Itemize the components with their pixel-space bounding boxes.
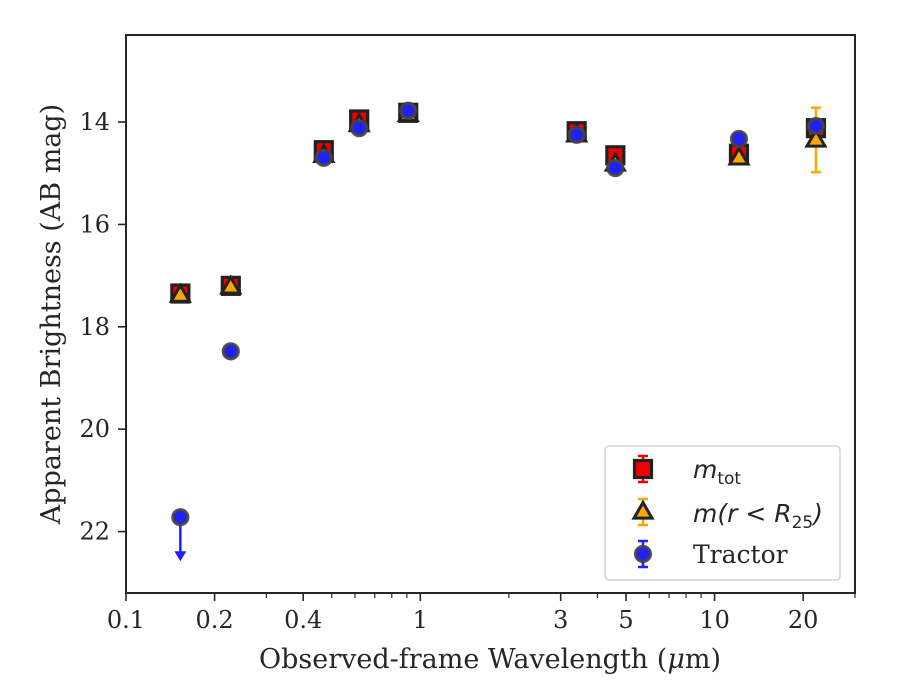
- legend-marker: [631, 499, 655, 520]
- upper-limit-arrowhead: [174, 551, 187, 562]
- data-point: [219, 274, 243, 295]
- y-tick-label: 18: [79, 313, 110, 341]
- legend-key-mr25: [631, 497, 655, 527]
- legend-key-mtot: [632, 454, 654, 484]
- series-tractor: [171, 101, 826, 562]
- data-marks: [168, 101, 828, 562]
- y-axis-label: Apparent Brightness (AB mag): [36, 104, 67, 525]
- y-tick-label: 22: [79, 518, 110, 546]
- x-tick-label: 0.4: [284, 606, 322, 634]
- y-tick-label: 16: [79, 210, 110, 238]
- data-point: [350, 119, 369, 138]
- data-point: [606, 159, 625, 178]
- legend-label-tractor: Tractor: [693, 540, 788, 569]
- plot-frame: [125, 34, 856, 594]
- x-tick-label: 10: [699, 606, 730, 634]
- legend-keys: [631, 454, 655, 569]
- data-point: [171, 508, 190, 527]
- data-point: [804, 127, 828, 148]
- series-mr25: [168, 101, 828, 303]
- x-tick-label: 1: [413, 606, 428, 634]
- legend-marker: [632, 458, 654, 480]
- legend-box: [604, 445, 841, 581]
- x-tick-label: 5: [618, 606, 633, 634]
- legend-label-mtot: mtot: [693, 455, 741, 489]
- y-tick-label: 14: [79, 108, 110, 136]
- data-point: [168, 282, 192, 303]
- x-tick-label: 20: [788, 606, 819, 634]
- x-tick-label: 0.1: [107, 606, 145, 634]
- data-point: [727, 145, 751, 166]
- axis-ticks: 0.1 0.2 0.4 1 3 5 10 20 14 16 18 20 22: [79, 108, 856, 634]
- legend-marker: [633, 544, 653, 564]
- legend: mtot m(r < R25) Tractor: [604, 445, 841, 581]
- x-tick-label: 3: [553, 606, 568, 634]
- data-point: [806, 117, 826, 136]
- series-mtot: [170, 102, 827, 304]
- x-axis-label: Observed-frame Wavelength (μm): [259, 644, 721, 675]
- data-point: [314, 148, 333, 167]
- legend-key-tractor: [633, 539, 653, 569]
- y-tick-label: 20: [79, 415, 110, 443]
- legend-label-mr25: m(r < R25): [693, 499, 823, 533]
- data-point: [567, 125, 586, 144]
- data-point: [729, 129, 749, 149]
- x-tick-label: 0.2: [196, 606, 234, 634]
- data-point: [221, 342, 240, 361]
- data-point: [399, 101, 418, 120]
